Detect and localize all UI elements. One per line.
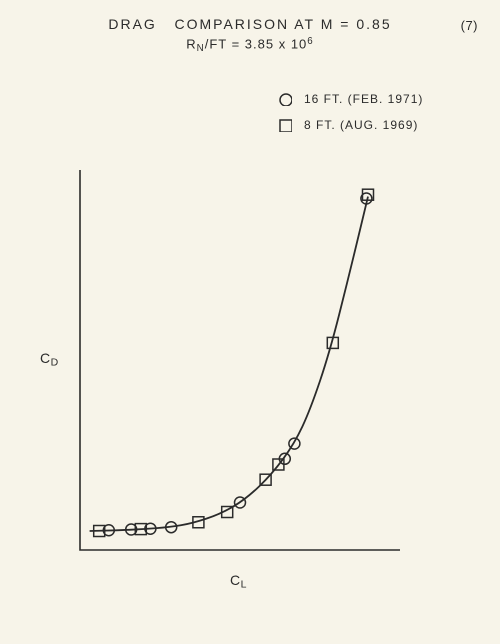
legend: 16 FT. (FEB. 1971) 8 FT. (AUG. 1969) [278, 92, 423, 144]
axes [80, 170, 400, 550]
legend-row-circle: 16 FT. (FEB. 1971) [278, 92, 423, 106]
title-block: DRAG COMPARISON AT M = 0.85 RN/FT = 3.85… [0, 16, 500, 54]
title-word-drag: DRAG [108, 16, 156, 32]
drag-comparison-chart [80, 170, 400, 550]
data-point [289, 438, 300, 449]
subtitle-N: N [197, 43, 205, 54]
series-8ft-aug-1969 [94, 189, 374, 536]
legend-row-square: 8 FT. (AUG. 1969) [278, 118, 423, 132]
circle-marker-icon [278, 92, 292, 106]
curve-line [90, 197, 368, 531]
legend-label: 8 FT. (AUG. 1969) [304, 118, 418, 132]
y-axis-label: CD [40, 350, 59, 369]
x-label-C: C [230, 572, 241, 588]
square-marker-icon [278, 118, 292, 132]
subtitle-mid: /FT = 3.85 x 10 [205, 36, 308, 51]
x-axis-label: CL [230, 572, 247, 591]
x-label-L: L [241, 579, 247, 591]
series-16ft-feb-1971 [103, 193, 372, 536]
chart-title: DRAG COMPARISON AT M = 0.85 [0, 16, 500, 32]
chart-subtitle: RN/FT = 3.85 x 106 [0, 36, 500, 54]
chart-area [80, 170, 400, 550]
y-label-C: C [40, 350, 51, 366]
title-rest: COMPARISON AT M = 0.85 [175, 16, 392, 32]
y-label-D: D [51, 357, 59, 369]
legend-label: 16 FT. (FEB. 1971) [304, 92, 423, 106]
subtitle-R: R [186, 36, 196, 51]
subtitle-exp: 6 [307, 36, 313, 47]
